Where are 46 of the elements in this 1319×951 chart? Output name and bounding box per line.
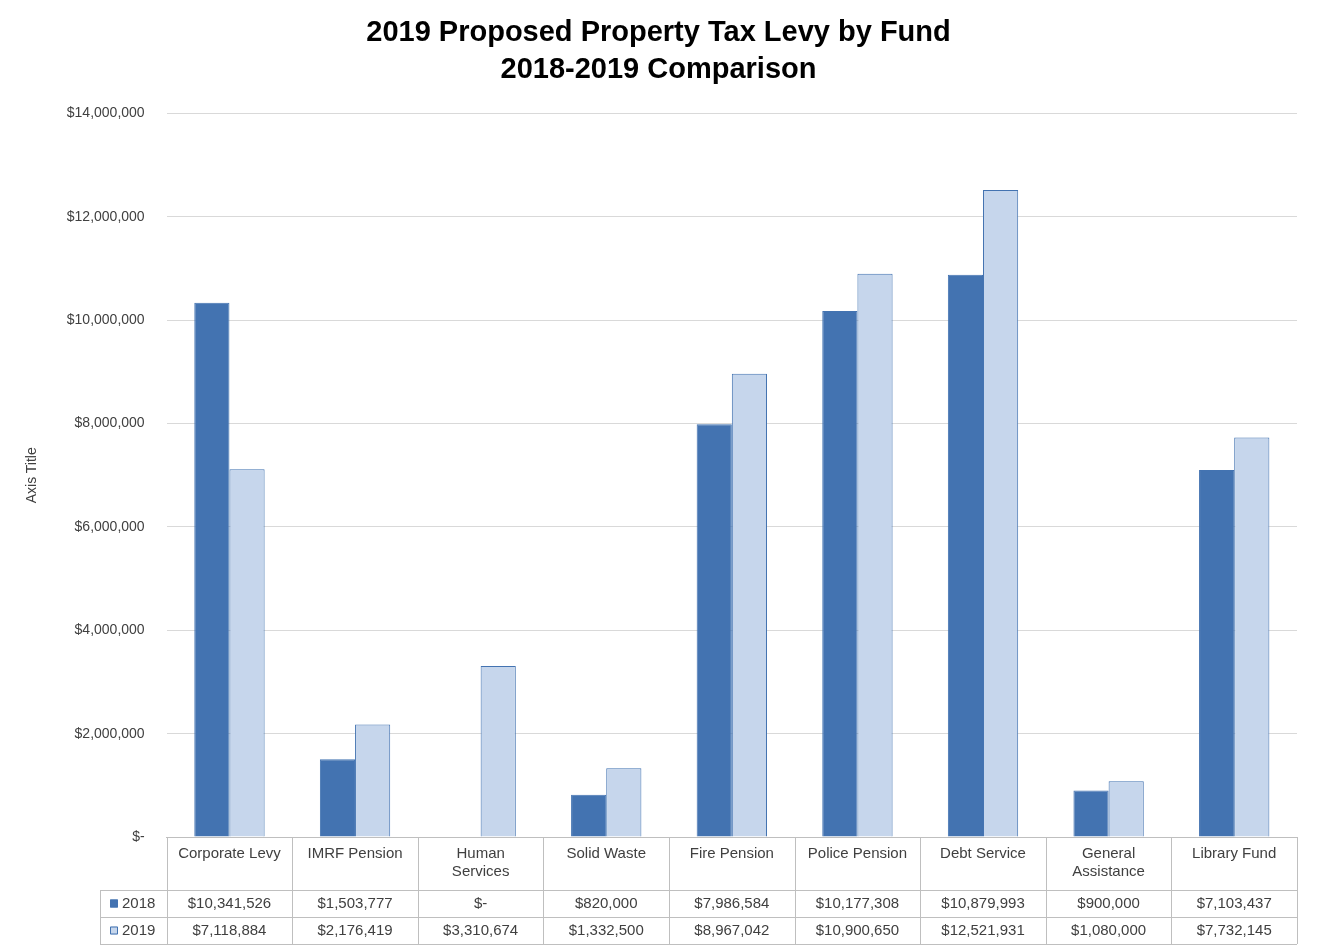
x-tick-label: Human Services xyxy=(451,844,510,880)
chart-subtitle: 2018-2019 Comparison xyxy=(500,52,817,85)
x-tick-label: Corporate Levy xyxy=(178,844,282,862)
data-label: $12,521,931 xyxy=(941,920,1025,938)
data-label: $10,879,993 xyxy=(941,893,1025,911)
x-tick-label: IMRF Pension xyxy=(307,844,403,862)
x-tick-label: Fire Pension xyxy=(689,844,774,862)
bar xyxy=(822,311,858,837)
x-tick-label: Library Fund xyxy=(1192,844,1277,862)
y-tick-label: $8,000,000 xyxy=(74,414,145,431)
bar xyxy=(1199,469,1235,837)
bar xyxy=(571,794,607,837)
x-tick-label: Police Pension xyxy=(807,844,908,862)
legend-label: 2019 xyxy=(122,920,156,938)
data-label: $7,732,145 xyxy=(1196,920,1272,938)
data-label: $10,900,650 xyxy=(815,920,900,938)
data-label: $10,341,526 xyxy=(187,893,272,911)
data-label: $10,177,308 xyxy=(815,893,900,911)
x-tick-label: Solid Waste xyxy=(566,844,646,862)
y-tick-label: $2,000,000 xyxy=(74,724,145,741)
data-label: $- xyxy=(473,893,488,911)
data-label: $8,967,042 xyxy=(694,920,770,938)
y-tick-label: $- xyxy=(132,827,145,844)
y-tick-label: $6,000,000 xyxy=(74,517,145,534)
y-tick-label: $10,000,000 xyxy=(66,311,145,328)
y-tick-label: $12,000,000 xyxy=(66,207,145,224)
x-tick-label: General Assistance xyxy=(1072,844,1145,880)
data-label: $1,332,500 xyxy=(568,920,644,938)
data-label: $900,000 xyxy=(1077,893,1140,911)
legend-label: 2018 xyxy=(122,893,156,911)
y-axis-title: Axis Title xyxy=(23,447,40,504)
x-tick-label: Debt Service xyxy=(940,844,1026,862)
data-label: $1,503,777 xyxy=(317,893,393,911)
bar xyxy=(319,759,356,837)
data-label: $7,103,437 xyxy=(1196,893,1272,911)
data-label: $820,000 xyxy=(574,893,638,911)
chart-title: 2019 Proposed Property Tax Levy by Fund xyxy=(366,15,951,48)
data-label: $7,118,884 xyxy=(192,920,267,938)
bar xyxy=(947,274,984,837)
y-tick-label: $14,000,000 xyxy=(66,104,145,121)
data-label: $2,176,419 xyxy=(317,920,393,938)
data-label: $7,986,584 xyxy=(694,893,770,911)
data-label: $1,080,000 xyxy=(1071,920,1147,938)
bar xyxy=(194,302,230,837)
y-tick-label: $4,000,000 xyxy=(74,621,145,638)
data-label: $3,310,674 xyxy=(443,920,519,938)
